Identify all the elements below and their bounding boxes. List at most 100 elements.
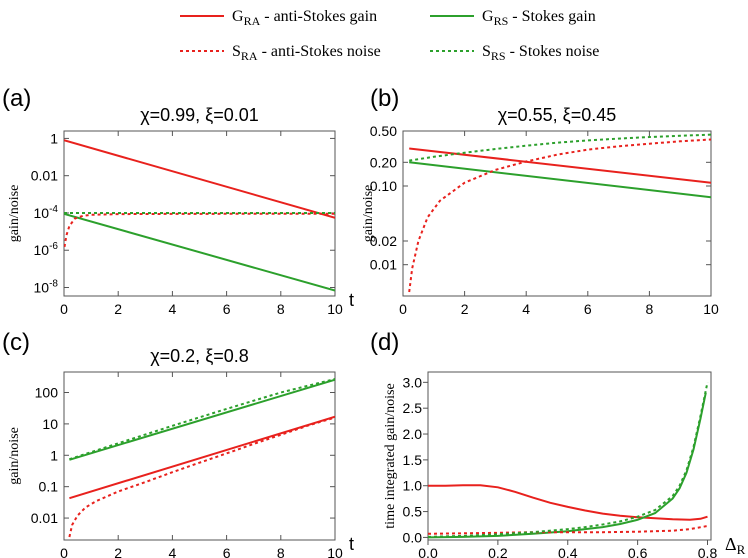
- x-tick-label: 0: [399, 301, 407, 317]
- y-tick-label: 100: [35, 385, 59, 401]
- y-tick-label: 0.01: [31, 510, 58, 526]
- y-tick-exp: -8: [49, 279, 58, 290]
- x-axis-label: t: [349, 290, 354, 310]
- legend-label-2-rest: - anti-Stokes noise: [258, 43, 381, 60]
- panel-label: (d): [370, 329, 399, 356]
- legend-label-1-sub: RS: [494, 14, 509, 28]
- y-tick-label: 10-6: [34, 241, 59, 258]
- panel-c: (c) χ=0.2, ξ=0.8 0 2 4 6 8 10 100 10 1 0.1 0.01 gain/…: [2, 329, 354, 558]
- series-s-rs-line: [69, 378, 335, 461]
- x-tick-label: 0.0: [418, 545, 438, 558]
- x-tick-label: 6: [223, 545, 231, 558]
- y-tick-label: 0.01: [370, 257, 397, 273]
- series-s-ra-line: [68, 416, 335, 538]
- legend-label-2: SRA - anti-Stokes noise: [232, 43, 381, 63]
- y-tick-label: 0.20: [370, 154, 397, 170]
- x-axis-label: t: [349, 534, 354, 554]
- legend-label-3-rest: - Stokes noise: [506, 43, 600, 60]
- legend-label-3: SRS - Stokes noise: [482, 43, 599, 63]
- x-tick-label: 2: [114, 301, 122, 317]
- x-tick-label: 0.2: [488, 545, 508, 558]
- y-tick-label: 10-4: [34, 204, 59, 221]
- legend-label-0: GRA - anti-Stokes gain: [232, 8, 377, 28]
- y-tick-label: 2.5: [403, 400, 423, 416]
- legend-label-2-main: S: [232, 43, 241, 60]
- y-tick-label: 0.50: [370, 123, 397, 139]
- y-tick-label: 3.0: [403, 374, 423, 390]
- panel-label: (c): [2, 329, 30, 356]
- series-g-rs-line: [409, 161, 711, 199]
- panel-b: (b) χ=0.55, ξ=0.45 0 2 4 6 8 10 0.50 0.20 0.10 0.02…: [361, 85, 719, 317]
- panel-title: χ=0.2, ξ=0.8: [150, 346, 249, 366]
- y-tick-label: 1: [50, 130, 58, 146]
- y-axis-label: gain/noise: [7, 427, 22, 485]
- series-s-ra-line: [64, 212, 335, 248]
- y-tick-exp: -4: [49, 204, 58, 215]
- y-tick-base: 10: [34, 280, 50, 296]
- panel-d: (d) 0.0 0.2 0.4 0.6 0.8 0.0 0.5 1.0 1.5 2.0 2.5 3.0 t…: [370, 329, 746, 558]
- legend-label-0-sub: RA: [244, 14, 261, 28]
- legend-label-3-sub: RS: [491, 49, 506, 63]
- series-s-ra-line: [428, 525, 708, 535]
- series-g-ra-line: [428, 484, 708, 521]
- x-tick-label: 8: [646, 301, 654, 317]
- y-tick-label: 0.0: [403, 529, 423, 545]
- series-g-ra-line: [69, 415, 335, 500]
- x-tick-label: 0.4: [558, 545, 578, 558]
- y-tick-label: 0.10: [370, 178, 397, 194]
- plot-frame: [63, 371, 336, 541]
- x-axis-label-main: Δ: [725, 534, 737, 554]
- plot-frame: [402, 130, 712, 297]
- y-tick-label: 0.5: [403, 504, 423, 520]
- series-s-rs-line: [428, 382, 709, 538]
- panel-label: (a): [2, 85, 31, 112]
- x-tick-label: 0: [60, 545, 68, 558]
- x-tick-label: 10: [327, 545, 343, 558]
- y-tick-label: 2.0: [403, 426, 423, 442]
- panel-title: χ=0.55, ξ=0.45: [498, 105, 617, 125]
- x-tick-label: 6: [584, 301, 592, 317]
- legend-label-0-rest: - anti-Stokes gain: [260, 8, 377, 25]
- x-tick-label: 10: [327, 301, 343, 317]
- y-tick-exp: -6: [49, 241, 58, 252]
- x-axis-label: ΔR: [725, 534, 746, 557]
- series-g-rs-line: [69, 378, 335, 461]
- y-tick-label: 0.1: [39, 479, 59, 495]
- panel-label: (b): [370, 85, 399, 112]
- series-s-rs-line: [409, 133, 711, 162]
- series-g-rs-line: [64, 212, 335, 292]
- x-tick-label: 4: [169, 301, 177, 317]
- legend: GRA - anti-Stokes gain GRS - Stokes gainS…: [180, 8, 599, 63]
- x-tick-label: 6: [223, 301, 231, 317]
- y-tick-label: 10: [42, 416, 58, 432]
- y-tick-label: 10-8: [34, 279, 59, 296]
- plot-frame: [427, 371, 712, 541]
- x-tick-label: 0.6: [628, 545, 648, 558]
- panel-a: (a)χ=0.99, ξ=0.010 2 4 6 8 1010.0110-410-610-…: [2, 85, 354, 317]
- x-tick-label: 2: [461, 301, 469, 317]
- legend-label-0-main: G: [232, 8, 244, 25]
- x-tick-label: 10: [703, 301, 719, 317]
- y-tick-base: 10: [34, 205, 50, 221]
- x-tick-label: 0: [60, 301, 68, 317]
- x-tick-label: 0.8: [698, 545, 718, 558]
- legend-label-1-rest: - Stokes gain: [508, 8, 596, 25]
- legend-label-2-sub: RA: [241, 49, 258, 63]
- y-tick-label: 1.5: [403, 452, 423, 468]
- y-axis-label: time integrated gain/noise: [383, 383, 398, 528]
- series-g-ra-line: [64, 139, 335, 219]
- legend-label-1: GRS - Stokes gain: [482, 8, 596, 28]
- y-tick-label: 1: [50, 447, 58, 463]
- legend-label-3-main: S: [482, 43, 491, 60]
- x-tick-label: 8: [277, 545, 285, 558]
- x-tick-label: 2: [114, 545, 122, 558]
- y-axis-label: gain/noise: [7, 185, 22, 243]
- panel-title: χ=0.99, ξ=0.01: [140, 105, 259, 125]
- y-axis-label: gain/noise: [361, 185, 376, 243]
- y-tick-base: 10: [34, 242, 50, 258]
- series-g-rs-line: [428, 392, 707, 539]
- x-tick-label: 8: [277, 301, 285, 317]
- y-tick-label: 1.0: [403, 478, 423, 494]
- y-tick-label: 0.01: [31, 168, 58, 184]
